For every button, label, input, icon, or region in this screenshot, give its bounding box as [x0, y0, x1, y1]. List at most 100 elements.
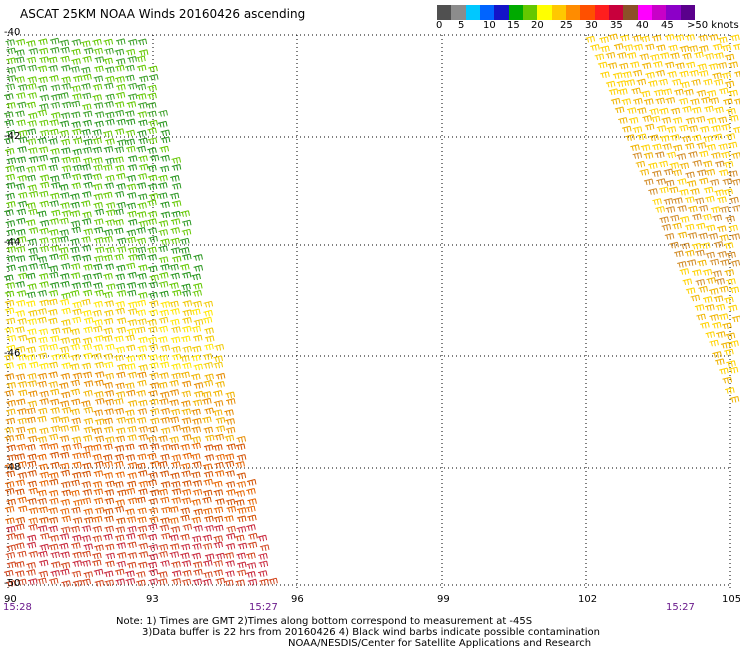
- wind-barb: [60, 280, 70, 288]
- wind-barb: [37, 210, 47, 218]
- wind-barb: [235, 490, 246, 497]
- wind-barb: [670, 107, 681, 115]
- wind-barb: [718, 313, 729, 320]
- wind-barb: [137, 345, 147, 352]
- wind-barb: [169, 517, 179, 524]
- wind-barb: [72, 301, 82, 309]
- wind-barb: [15, 165, 25, 173]
- wind-barb: [105, 283, 116, 290]
- wind-barb: [15, 488, 25, 496]
- wind-barb: [82, 55, 92, 63]
- wind-barb: [716, 225, 727, 232]
- wind-barb: [17, 129, 28, 137]
- colorbar-label: 15: [507, 20, 520, 31]
- wind-barb: [203, 309, 213, 317]
- wind-barb: [192, 300, 203, 308]
- wind-barb: [637, 133, 647, 141]
- wind-barb: [169, 543, 180, 550]
- wind-barb: [147, 227, 158, 235]
- colorbar-label: 20: [531, 20, 544, 31]
- wind-barb: [659, 216, 669, 224]
- wind-barb: [137, 318, 147, 325]
- wind-barb: [50, 561, 61, 568]
- wind-barb: [37, 352, 48, 360]
- wind-barb: [104, 408, 114, 415]
- wind-barb: [170, 526, 181, 533]
- wind-barb: [136, 83, 147, 91]
- wind-barb: [103, 570, 114, 578]
- wind-barb: [104, 182, 114, 189]
- wind-barb: [116, 246, 127, 253]
- wind-barb: [727, 304, 738, 312]
- wind-barb: [149, 489, 160, 496]
- wind-barb: [105, 209, 116, 216]
- wind-barb: [149, 362, 159, 369]
- wind-barb: [82, 119, 92, 127]
- wind-barb: [137, 371, 147, 379]
- wind-barb: [127, 308, 138, 315]
- wind-barb: [180, 533, 190, 541]
- wind-barb: [718, 87, 729, 95]
- wind-barb: [730, 34, 740, 42]
- wind-barb: [114, 218, 124, 226]
- wind-barb: [136, 462, 146, 470]
- wind-barb: [71, 182, 81, 189]
- wind-barb: [59, 400, 70, 407]
- note-line: NOAA/NESDIS/Center for Satellite Applica…: [288, 638, 592, 649]
- wind-barb: [193, 318, 204, 326]
- wind-barb: [180, 462, 191, 470]
- wind-barb: [137, 533, 147, 540]
- wind-barb: [137, 282, 147, 289]
- wind-barb: [15, 182, 26, 190]
- wind-barb: [718, 285, 729, 293]
- wind-barb: [49, 335, 60, 342]
- wind-barb: [647, 162, 658, 169]
- wind-barb: [180, 210, 190, 217]
- wind-barb: [50, 327, 61, 335]
- wind-barb: [104, 111, 115, 119]
- wind-barb: [725, 332, 736, 340]
- wind-barb: [5, 517, 15, 525]
- wind-barb: [160, 211, 171, 218]
- wind-barb: [192, 561, 203, 568]
- wind-barb: [93, 102, 104, 109]
- wind-barb: [225, 542, 236, 550]
- wind-barb: [171, 345, 181, 353]
- wind-barb: [713, 241, 724, 248]
- wind-barb: [202, 578, 212, 586]
- wind-barb: [688, 45, 699, 52]
- wind-barb: [115, 578, 126, 585]
- wind-barb: [709, 178, 720, 186]
- wind-barb: [27, 147, 38, 154]
- wind-barb: [663, 168, 674, 176]
- wind-barb: [695, 222, 706, 230]
- wind-barb: [214, 343, 225, 351]
- wind-barb: [104, 300, 114, 307]
- wind-barb: [83, 317, 94, 324]
- wind-barb: [27, 372, 37, 380]
- wind-barb: [71, 254, 82, 262]
- wind-barb: [655, 206, 665, 213]
- wind-barb: [204, 407, 214, 415]
- wind-barb: [93, 157, 103, 164]
- wind-barb: [700, 321, 710, 329]
- wind-barb: [682, 278, 693, 285]
- wind-barb: [115, 307, 125, 315]
- wind-barb: [170, 336, 181, 343]
- wind-barb: [160, 201, 170, 209]
- wind-barb: [48, 361, 58, 369]
- wind-barb: [26, 336, 37, 344]
- wind-barb: [50, 353, 61, 361]
- wind-barb: [664, 34, 675, 41]
- wind-barb: [213, 524, 224, 532]
- wind-barb: [697, 63, 707, 71]
- swath-time-label: 15:27: [666, 602, 695, 613]
- wind-barb: [204, 373, 214, 381]
- wind-barb: [125, 363, 136, 370]
- wind-barb: [60, 202, 70, 209]
- wind-barb: [718, 169, 729, 176]
- wind-barb: [4, 463, 15, 470]
- wind-barb: [71, 570, 82, 578]
- wind-barb: [685, 287, 696, 294]
- wind-barb: [694, 51, 704, 59]
